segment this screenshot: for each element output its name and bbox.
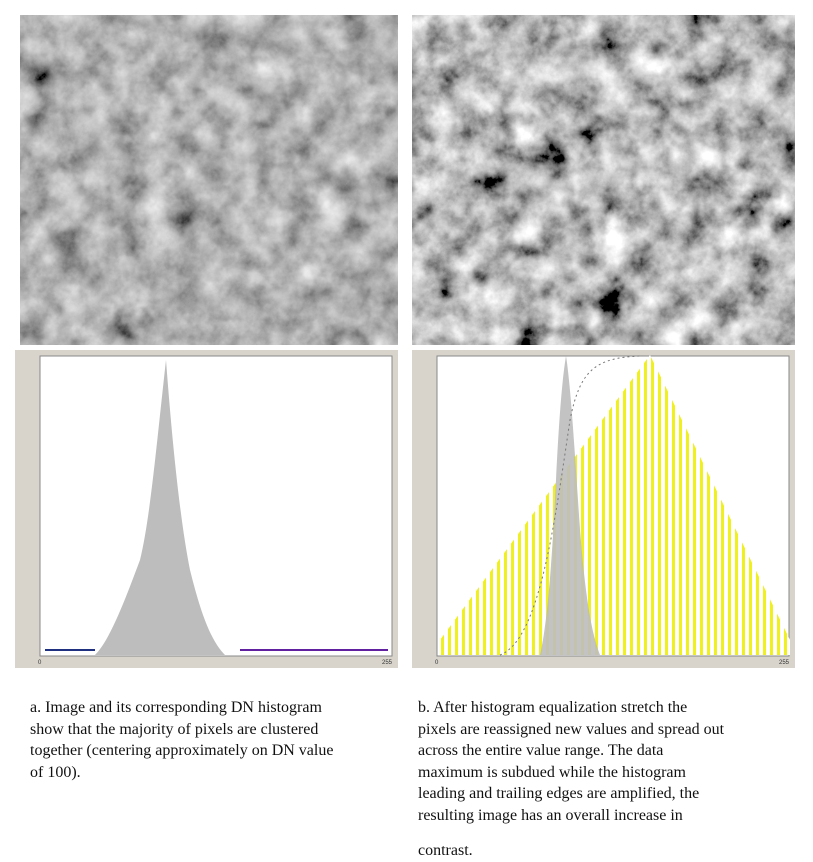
caption-b: b. After histogram equalization stretch … — [418, 697, 724, 862]
caption-line: b. After histogram equalization stretch … — [418, 699, 688, 716]
caption-line: together (centering approximately on DN … — [30, 742, 334, 759]
axis-min: 0 — [38, 660, 42, 666]
caption-line: show that the majority of pixels are clu… — [30, 720, 319, 738]
caption-a: a. Image and its corresponding DN histog… — [30, 697, 333, 783]
caption-line: resulting image has an overall increase … — [418, 806, 683, 824]
image-equalized — [412, 15, 795, 345]
caption-line: pixels are reassigned new values and spr… — [418, 720, 725, 738]
caption-line: contrast. — [418, 842, 473, 859]
histogram — [540, 356, 600, 655]
caption-line: maximum is subdued while the histogram — [418, 763, 686, 781]
cumulative-curve — [499, 355, 641, 656]
caption-line: of 100). — [30, 763, 81, 781]
axis-max: 255 — [779, 660, 790, 666]
image-original — [20, 15, 398, 345]
caption-line: a. Image and its corresponding DN histog… — [30, 699, 322, 716]
caption-line: across the entire value range. The data — [418, 742, 664, 759]
plot-area — [39, 355, 393, 657]
axis-max: 255 — [382, 660, 393, 666]
equalized-histogram — [440, 355, 790, 655]
caption-line: leading and trailing edges are amplified… — [418, 785, 700, 802]
histogram — [95, 360, 225, 655]
figure: 0 255 0 255 — [15, 15, 795, 668]
axis-min: 0 — [435, 660, 439, 666]
